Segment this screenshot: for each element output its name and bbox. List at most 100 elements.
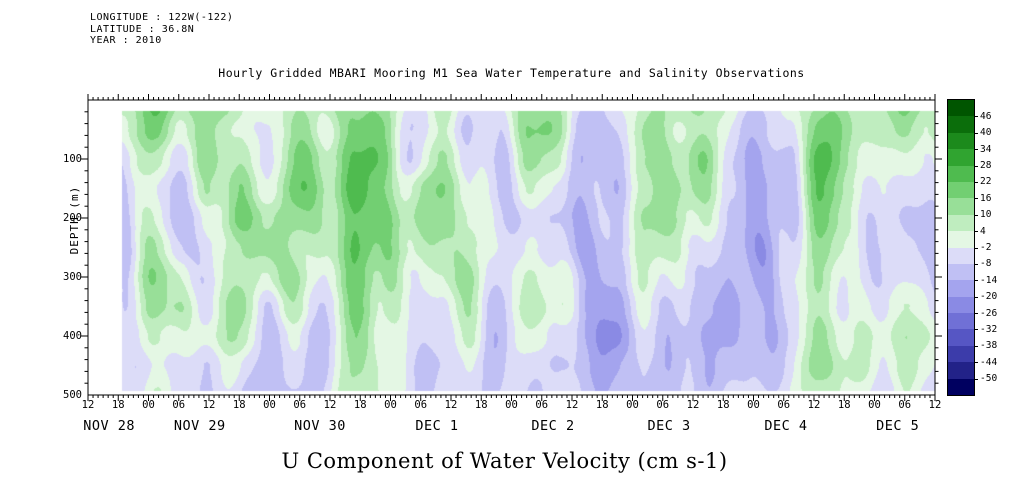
x-tick-label: 18 xyxy=(353,399,367,411)
colorbar-segment xyxy=(948,329,974,347)
x-tick-label: 12 xyxy=(202,399,216,411)
colorbar-tick-label: 46 xyxy=(980,110,992,122)
date-label: DEC 3 xyxy=(647,418,691,434)
x-tick-label: 18 xyxy=(232,399,246,411)
y-tick-label: 200 xyxy=(63,212,82,224)
colorbar-tick xyxy=(974,165,978,167)
x-tick-label: 12 xyxy=(323,399,337,411)
colorbar-tick-label: -38 xyxy=(980,340,998,352)
colorbar-segment xyxy=(948,296,974,314)
colorbar-tick-label: 4 xyxy=(980,225,986,237)
x-tick-label: 12 xyxy=(928,399,942,411)
colorbar-tick xyxy=(974,247,978,249)
y-tick-label: 500 xyxy=(63,389,82,401)
colorbar-tick xyxy=(974,198,978,200)
colorbar-tick-label: -20 xyxy=(980,291,998,303)
date-label: DEC 2 xyxy=(531,418,575,434)
colorbar-tick xyxy=(974,263,978,265)
colorbar-segment xyxy=(948,263,974,281)
colorbar-segment xyxy=(948,362,974,380)
x-tick-label: 18 xyxy=(111,399,125,411)
colorbar-tick xyxy=(974,181,978,183)
x-tick-label: 00 xyxy=(626,399,639,411)
colorbar xyxy=(947,99,975,396)
colorbar-tick xyxy=(974,296,978,298)
x-tick-label: 12 xyxy=(81,399,95,411)
x-tick-label: 12 xyxy=(444,399,458,411)
x-tick-label: 06 xyxy=(535,399,549,411)
x-tick-label: 00 xyxy=(747,399,760,411)
chart-title: Hourly Gridded MBARI Mooring M1 Sea Wate… xyxy=(218,66,805,80)
y-tick-label: 100 xyxy=(63,153,82,165)
x-tick-label: 12 xyxy=(686,399,700,411)
x-tick-label: 00 xyxy=(868,399,881,411)
colorbar-tick-label: 22 xyxy=(980,176,992,188)
heatmap-canvas xyxy=(88,100,935,395)
colorbar-tick-label: 34 xyxy=(980,143,992,155)
colorbar-tick-label: -14 xyxy=(980,274,998,286)
colorbar-segment xyxy=(948,198,974,216)
colorbar-segment xyxy=(948,247,974,265)
x-tick-label: 06 xyxy=(898,399,912,411)
latitude-label: LATITUDE : 36.8N xyxy=(90,23,195,35)
colorbar-segment xyxy=(948,345,974,363)
colorbar-tick-label: -32 xyxy=(980,323,998,335)
year-label: YEAR : 2010 xyxy=(90,35,162,46)
date-label: DEC 5 xyxy=(876,418,920,434)
x-tick-label: 18 xyxy=(837,399,851,411)
colorbar-segment xyxy=(948,280,974,298)
x-tick-label: 18 xyxy=(716,399,730,411)
x-tick-label: 12 xyxy=(565,399,579,411)
x-tick-label: 06 xyxy=(656,399,670,411)
colorbar-segment xyxy=(948,100,974,117)
colorbar-tick-label: -44 xyxy=(980,356,998,368)
x-tick-label: 06 xyxy=(293,399,307,411)
date-label: NOV 28 xyxy=(83,418,136,434)
colorbar-tick-label: -26 xyxy=(980,307,998,319)
colorbar-segment xyxy=(948,149,974,167)
colorbar-tick-label: 10 xyxy=(980,209,992,221)
date-label: DEC 4 xyxy=(764,418,808,434)
colorbar-tick xyxy=(974,231,978,233)
colorbar-tick-label: 40 xyxy=(980,127,992,139)
colorbar-tick-label: -8 xyxy=(980,258,992,270)
colorbar-segment xyxy=(948,116,974,134)
x-tick-label: 06 xyxy=(414,399,428,411)
colorbar-tick xyxy=(974,362,978,364)
colorbar-tick xyxy=(974,149,978,151)
colorbar-tick xyxy=(974,116,978,118)
colorbar-tick-label: 16 xyxy=(980,192,992,204)
y-tick-label: 300 xyxy=(63,271,82,283)
colorbar-segment xyxy=(948,165,974,183)
colorbar-tick xyxy=(974,214,978,216)
plot-metadata: LONGITUDE : 122W(-122) LATITUDE : 36.8N … xyxy=(90,12,233,47)
chart-caption: U Component of Water Velocity (cm s-1) xyxy=(281,449,728,473)
x-tick-label: 00 xyxy=(263,399,276,411)
colorbar-segment xyxy=(948,231,974,248)
colorbar-tick-label: -50 xyxy=(980,373,998,385)
colorbar-tick-label: 28 xyxy=(980,160,992,172)
colorbar-segment xyxy=(948,132,974,150)
x-tick-label: 00 xyxy=(505,399,518,411)
date-label: NOV 29 xyxy=(173,418,226,434)
date-label: NOV 30 xyxy=(294,418,346,434)
colorbar-tick xyxy=(974,132,978,134)
x-tick-label: 12 xyxy=(807,399,821,411)
x-tick-label: 06 xyxy=(777,399,791,411)
date-label: DEC 1 xyxy=(415,418,459,434)
colorbar-segment xyxy=(948,214,974,232)
colorbar-tick xyxy=(974,345,978,347)
colorbar-tick xyxy=(974,329,978,331)
x-tick-label: 00 xyxy=(142,399,155,411)
longitude-label: LONGITUDE : 122W(-122) xyxy=(90,12,234,23)
plot-area xyxy=(81,94,942,401)
x-tick-label: 18 xyxy=(595,399,609,411)
colorbar-tick xyxy=(974,280,978,282)
plot-axes xyxy=(81,94,942,401)
colorbar-segment xyxy=(948,313,974,330)
y-tick-label: 400 xyxy=(63,330,82,342)
x-tick-label: 18 xyxy=(474,399,488,411)
colorbar-tick xyxy=(974,378,978,380)
colorbar-tick-label: -2 xyxy=(980,242,992,253)
